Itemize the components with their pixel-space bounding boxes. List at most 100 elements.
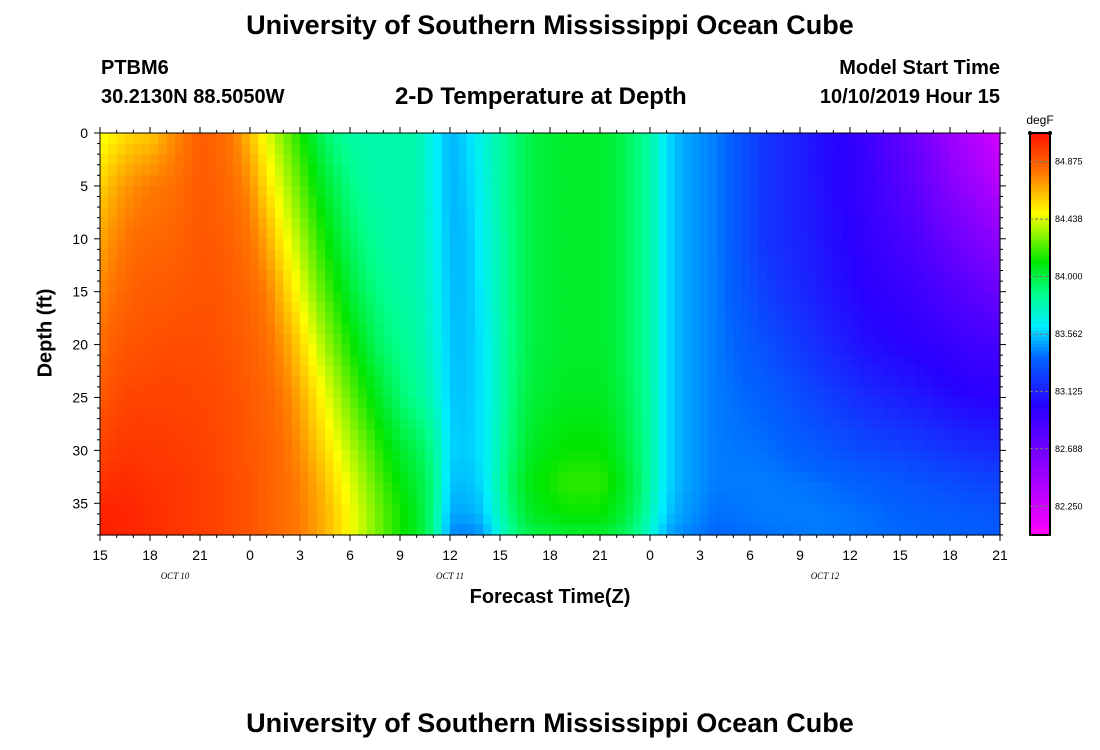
heatmap-cell [291, 471, 301, 483]
colorbar-segment [1030, 246, 1050, 251]
heatmap-cell [700, 249, 709, 261]
heatmap-cell [275, 439, 284, 451]
heatmap-cell [475, 281, 484, 293]
heatmap-cell [641, 376, 651, 388]
heatmap-cell [258, 450, 268, 462]
colorbar-segment [1030, 411, 1050, 415]
heatmap-cell [991, 429, 1001, 441]
heatmap-cell [116, 492, 126, 504]
heatmap-cell [775, 228, 784, 240]
heatmap-cell [508, 154, 518, 166]
heatmap-cell [800, 249, 809, 261]
heatmap-cell [950, 175, 959, 187]
heatmap-cell [783, 450, 793, 462]
heatmap-cell [391, 439, 401, 451]
heatmap-cell [458, 228, 468, 240]
heatmap-cell [608, 460, 618, 473]
heatmap-cell [550, 207, 559, 219]
heatmap-cell [200, 302, 209, 314]
heatmap-cell [516, 471, 526, 483]
heatmap-cell [666, 439, 676, 451]
heatmap-cell [625, 291, 634, 303]
heatmap-cell [983, 334, 993, 346]
heatmap-cell [966, 238, 976, 250]
heatmap-cell [491, 312, 501, 325]
heatmap-cell [383, 154, 393, 166]
heatmap-cell [933, 513, 943, 526]
heatmap-cell [458, 164, 468, 176]
heatmap-cell [900, 164, 909, 176]
heatmap-cell [425, 439, 434, 451]
heatmap-cell [616, 302, 626, 314]
heatmap-cell [158, 365, 168, 377]
heatmap-cell [775, 503, 784, 515]
heatmap-cell [425, 334, 434, 346]
heatmap-cell [716, 291, 726, 303]
heatmap-cell [825, 164, 834, 176]
heatmap-cell [733, 175, 743, 187]
heatmap-cell [491, 196, 501, 208]
heatmap-cell [875, 513, 884, 526]
heatmap-cell [125, 429, 134, 441]
heatmap-cell [458, 281, 468, 293]
heatmap-cell [950, 228, 959, 240]
colorbar-segment [1030, 344, 1050, 348]
heatmap-cell [108, 450, 118, 462]
heatmap-cell [716, 196, 726, 208]
heatmap-cell [450, 386, 459, 399]
heatmap-cell [608, 450, 618, 462]
heatmap-cell [125, 492, 134, 504]
heatmap-cell [991, 450, 1001, 462]
heatmap-cell [800, 460, 809, 473]
heatmap-cell [141, 175, 151, 187]
heatmap-cell [608, 492, 618, 504]
heatmap-cell [108, 376, 118, 388]
heatmap-cell [833, 450, 843, 462]
heatmap-cell [900, 323, 909, 335]
heatmap-cell [633, 249, 643, 261]
heatmap-cell [341, 460, 351, 473]
heatmap-cell [783, 492, 793, 504]
heatmap-cell [333, 482, 343, 494]
heatmap-cell [983, 143, 993, 155]
heatmap-cell [475, 175, 484, 187]
heatmap-cell [275, 492, 284, 504]
heatmap-cell [708, 460, 718, 473]
heatmap-cell [691, 334, 701, 346]
heatmap-cell [508, 450, 518, 462]
heatmap-cell [558, 397, 568, 409]
heatmap-cell [175, 439, 184, 451]
heatmap-cell [541, 386, 551, 399]
heatmap-cell [316, 482, 326, 494]
heatmap-cell [216, 334, 226, 346]
heatmap-cell [258, 492, 268, 504]
heatmap-cell [166, 503, 176, 515]
y-tick-label: 30 [72, 442, 88, 458]
heatmap-cell [958, 323, 968, 335]
heatmap-cell [833, 238, 843, 250]
heatmap-cell [300, 334, 309, 346]
heatmap-cell [283, 513, 293, 526]
heatmap-cell [150, 133, 159, 145]
heatmap-cell [858, 450, 868, 462]
colorbar-tick-label: 84.438 [1055, 214, 1083, 224]
heatmap-cell [191, 249, 201, 261]
heatmap-cell [333, 323, 343, 335]
colorbar-segment [1030, 444, 1050, 449]
heatmap-cell [475, 492, 484, 504]
heatmap-cell [608, 355, 618, 367]
heatmap-cell [725, 492, 734, 504]
heatmap-cell [441, 439, 451, 451]
heatmap-cell [400, 429, 409, 441]
heatmap-cell [450, 217, 459, 229]
heatmap-cell [208, 355, 218, 367]
colorbar-segment [1030, 210, 1050, 214]
heatmap-cell [891, 355, 901, 367]
heatmap-cell [466, 281, 476, 293]
heatmap-cell [916, 323, 926, 335]
heatmap-cell [600, 386, 609, 399]
heatmap-cell [375, 418, 384, 430]
heatmap-cell [666, 259, 676, 272]
heatmap-cell [608, 429, 618, 441]
heatmap-cell [850, 249, 859, 261]
